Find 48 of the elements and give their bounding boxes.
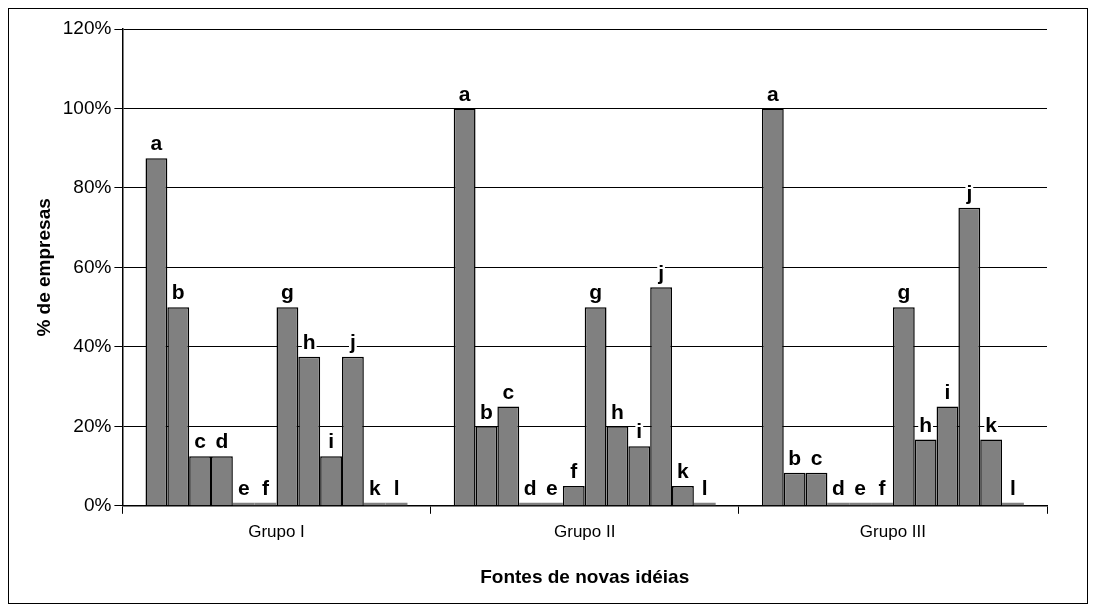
text: i xyxy=(944,379,951,403)
text: k xyxy=(985,412,997,436)
text: a xyxy=(458,81,471,105)
text: e xyxy=(854,476,866,500)
text: d xyxy=(831,476,845,500)
text: d xyxy=(215,429,229,453)
text: j xyxy=(966,181,973,205)
y-tick-label: 60% xyxy=(73,255,112,277)
text: g xyxy=(589,280,603,304)
series-label: f xyxy=(262,476,271,500)
text: h xyxy=(611,399,624,423)
text: j xyxy=(658,260,665,284)
series-label: k xyxy=(368,476,381,500)
y-tick-label: 100% xyxy=(62,96,112,118)
text: h xyxy=(919,412,933,436)
text: b xyxy=(480,399,493,423)
y-axis-title: % de empresas xyxy=(32,198,54,337)
text: b xyxy=(788,446,802,470)
series-label: e xyxy=(237,476,250,500)
series-label: c xyxy=(194,429,207,453)
text: l xyxy=(1010,476,1016,500)
series-label: j xyxy=(348,330,356,354)
text: g xyxy=(897,280,911,304)
text: f xyxy=(570,459,578,483)
y-tick-label: 120% xyxy=(62,17,112,39)
y-tick-label: 20% xyxy=(73,414,112,436)
series-label: d xyxy=(523,476,537,500)
text: a xyxy=(766,81,779,105)
y-tick-label: 40% xyxy=(73,335,112,357)
x-tick-label: Grupo III xyxy=(859,521,926,541)
series-label: i xyxy=(328,429,334,453)
y-tick-label: 0% xyxy=(83,494,112,516)
y-tick-label: 80% xyxy=(73,176,112,198)
series-label: a xyxy=(150,131,163,155)
x-tick-label: Grupo I xyxy=(248,521,305,541)
x-tick-label: Grupo II xyxy=(553,521,616,541)
text: c xyxy=(810,446,823,470)
series-label: l xyxy=(393,476,400,500)
text: c xyxy=(502,379,515,403)
series-label: h xyxy=(302,330,316,354)
text: f xyxy=(878,476,886,500)
text: l xyxy=(701,476,708,500)
text: e xyxy=(546,476,558,500)
series-label: g xyxy=(281,280,294,304)
text: k xyxy=(677,459,689,483)
series-label: b xyxy=(171,280,185,304)
x-axis-title: Fontes de novas idéias xyxy=(480,565,690,587)
text: i xyxy=(636,419,643,443)
